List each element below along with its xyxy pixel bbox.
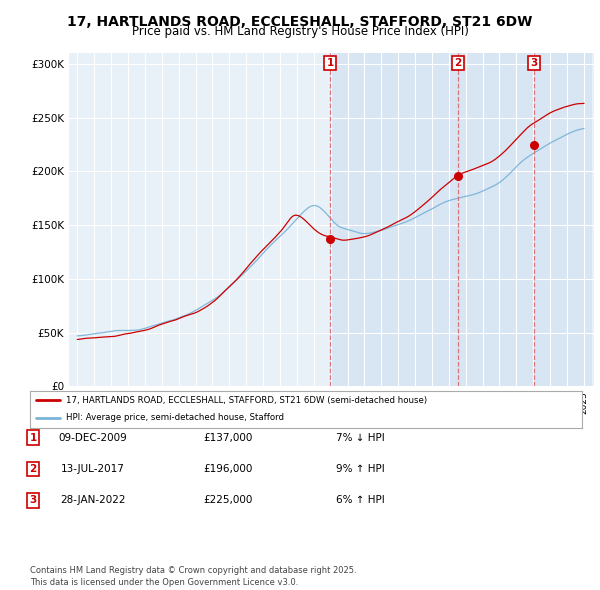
Bar (330, 53, 592, 386)
Text: 1: 1 (29, 433, 37, 442)
Text: £196,000: £196,000 (203, 464, 253, 474)
Text: 3: 3 (530, 58, 538, 68)
Text: 1: 1 (326, 58, 334, 68)
Text: 9% ↑ HPI: 9% ↑ HPI (335, 464, 385, 474)
Text: 13-JUL-2017: 13-JUL-2017 (61, 464, 125, 474)
Text: £225,000: £225,000 (203, 496, 253, 505)
Text: Contains HM Land Registry data © Crown copyright and database right 2025.
This d: Contains HM Land Registry data © Crown c… (30, 566, 356, 587)
Text: 09-DEC-2009: 09-DEC-2009 (59, 433, 127, 442)
Text: £137,000: £137,000 (203, 433, 253, 442)
Text: 17, HARTLANDS ROAD, ECCLESHALL, STAFFORD, ST21 6DW (semi-detached house): 17, HARTLANDS ROAD, ECCLESHALL, STAFFORD… (66, 396, 427, 405)
Text: 28-JAN-2022: 28-JAN-2022 (60, 496, 126, 505)
Text: 2: 2 (29, 464, 37, 474)
Text: 17, HARTLANDS ROAD, ECCLESHALL, STAFFORD, ST21 6DW: 17, HARTLANDS ROAD, ECCLESHALL, STAFFORD… (67, 15, 533, 29)
Text: 7% ↓ HPI: 7% ↓ HPI (335, 433, 385, 442)
Text: Price paid vs. HM Land Registry's House Price Index (HPI): Price paid vs. HM Land Registry's House … (131, 25, 469, 38)
Text: 6% ↑ HPI: 6% ↑ HPI (335, 496, 385, 505)
Text: 2: 2 (454, 58, 461, 68)
Text: HPI: Average price, semi-detached house, Stafford: HPI: Average price, semi-detached house,… (66, 413, 284, 422)
Text: 3: 3 (29, 496, 37, 505)
